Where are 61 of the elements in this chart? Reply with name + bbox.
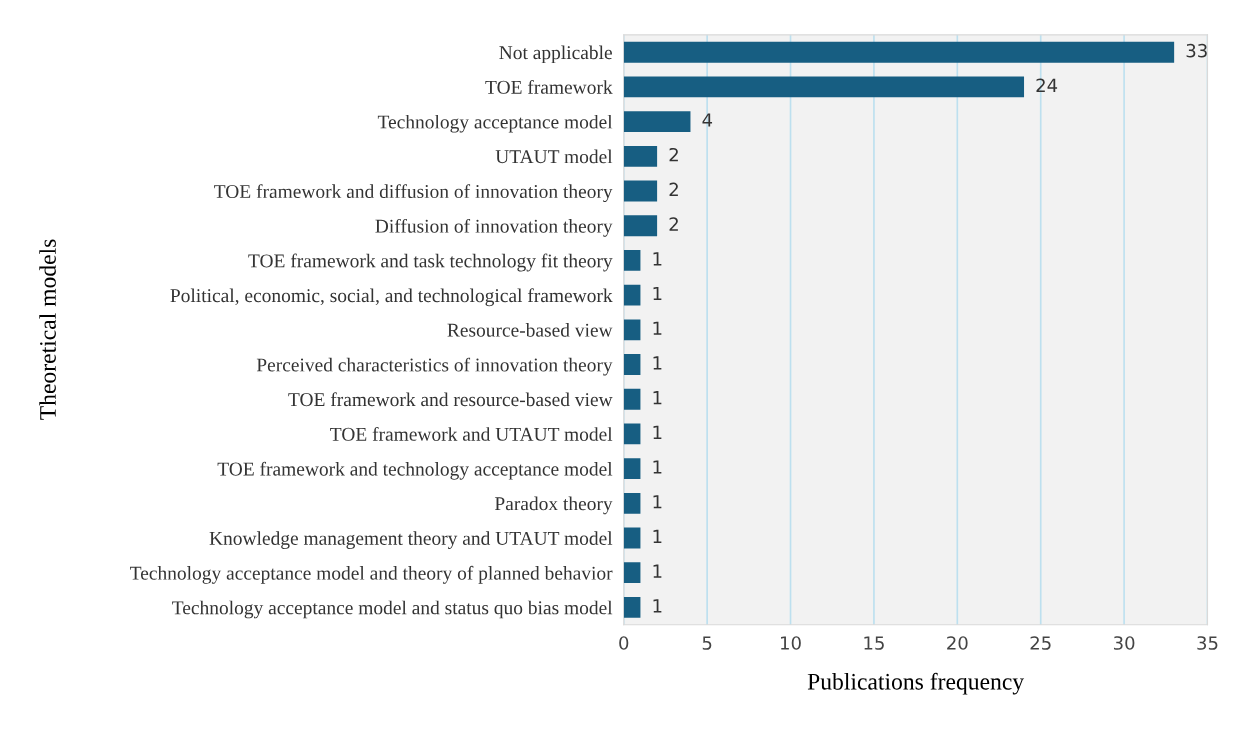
data-label: 2: [669, 217, 678, 231]
data-label: 2: [669, 182, 678, 196]
data-label: 1: [653, 529, 662, 543]
bar: [623, 492, 641, 514]
y-tick-label: Perceived characteristics of innovation theory: [256, 357, 613, 376]
y-tick-label: Paradox theory: [494, 496, 613, 515]
x-tick-label: 25: [1030, 636, 1051, 650]
x-tick-label: 10: [781, 636, 801, 650]
y-tick-label: Political, economic, social, and technological framework: [170, 288, 613, 307]
x-tick-label: 15: [864, 636, 884, 650]
data-label: 1: [653, 564, 662, 578]
bar: [623, 41, 1175, 63]
data-label: 1: [653, 321, 662, 335]
data-label: 4: [702, 113, 713, 127]
y-tick-label: Technology acceptance model and status quo bias model: [172, 600, 613, 619]
y-tick-label: TOE framework and technology acceptance model: [217, 461, 613, 480]
data-label: 1: [653, 495, 662, 509]
x-tick-label: 35: [1197, 636, 1218, 650]
y-tick-label: Technology acceptance model: [377, 114, 613, 133]
data-label: 1: [653, 460, 662, 474]
y-tick-label: TOE framework and task technology fit theory: [248, 253, 613, 272]
bar: [623, 76, 1025, 98]
data-label: 1: [653, 391, 662, 405]
x-tick-label: 20: [947, 636, 968, 650]
y-tick-label: Technology acceptance model and theory of planned behavior: [130, 565, 613, 584]
y-tick-label: Resource-based view: [447, 323, 613, 337]
x-tick-label: 0: [619, 636, 629, 650]
bar: [623, 180, 658, 202]
y-tick-label: Diffusion of innovation theory: [375, 218, 613, 237]
bar: [623, 527, 641, 549]
data-label: 2: [669, 147, 678, 162]
y-tick-label: TOE framework: [485, 79, 613, 94]
data-label: 1: [653, 252, 662, 266]
bar: [623, 423, 641, 445]
bar: [623, 319, 641, 341]
data-label: 1: [653, 356, 662, 370]
y-tick-label: Knowledge management theory and UTAUT model: [209, 531, 613, 549]
x-tick-label: 30: [1114, 636, 1135, 650]
y-tick-label: TOE framework and resource-based view: [288, 392, 613, 407]
x-tick-label: 5: [702, 636, 712, 650]
bar: [623, 145, 658, 167]
x-axis-title: Publications frequency: [807, 672, 1025, 695]
data-label: 1: [653, 425, 662, 439]
data-label: 24: [1036, 78, 1058, 92]
bar: [623, 215, 658, 237]
bar: [623, 250, 641, 271]
data-label: 1: [653, 599, 662, 613]
y-tick-label: Not applicable: [499, 45, 612, 64]
bar: [623, 284, 641, 306]
bar: [623, 388, 641, 410]
y-tick-label: UTAUT model: [495, 149, 613, 164]
bar: [623, 562, 641, 584]
bar: [623, 354, 641, 375]
bar: [623, 111, 691, 133]
data-label: 33: [1186, 43, 1207, 58]
y-axis-title: Theoretical models: [39, 239, 56, 420]
bar: [623, 458, 641, 480]
data-label: 1: [653, 286, 662, 301]
bar: [623, 597, 641, 618]
y-tick-label: TOE framework and diffusion of innovation theory: [214, 184, 613, 203]
y-tick-label: TOE framework and UTAUT model: [330, 426, 613, 441]
